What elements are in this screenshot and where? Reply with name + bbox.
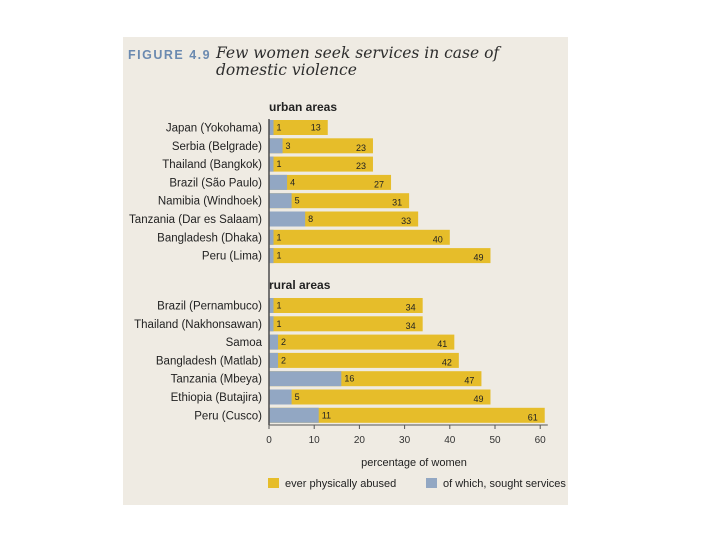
- x-tick-label: 10: [309, 435, 321, 446]
- bar-abused: [269, 334, 455, 350]
- bar-abused: [269, 229, 450, 245]
- value-label-abused: 49: [473, 253, 483, 263]
- x-axis-title: percentage of women: [361, 457, 467, 469]
- bar-abused: [269, 407, 545, 423]
- bar-abused: [269, 174, 392, 190]
- bar-abused: [269, 138, 373, 154]
- value-label-sought: 3: [286, 141, 291, 151]
- bar-abused: [269, 156, 373, 172]
- value-label-abused: 31: [392, 198, 402, 208]
- legend-swatch-sought: [426, 478, 437, 488]
- category-label: Ethiopia (Butajira): [171, 392, 263, 404]
- category-label: Peru (Lima): [202, 251, 262, 263]
- value-label-abused: 34: [406, 321, 416, 331]
- value-label-sought: 2: [281, 355, 286, 365]
- value-label-abused: 34: [406, 303, 416, 313]
- value-label-abused: 33: [401, 216, 411, 226]
- value-label-sought: 8: [308, 214, 313, 224]
- value-label-sought: 16: [344, 374, 354, 384]
- bar-sought: [269, 193, 292, 209]
- value-label-sought: 5: [295, 196, 300, 206]
- value-label-abused: 23: [356, 143, 366, 153]
- value-label-abused: 47: [464, 376, 474, 386]
- value-label-sought: 2: [281, 337, 286, 347]
- group-title: urban areas: [269, 100, 337, 114]
- figure-title: Few women seek services in case of domes…: [216, 44, 500, 79]
- group-title: rural areas: [269, 278, 331, 292]
- legend-label-abused: ever physically abused: [285, 478, 396, 490]
- bar-abused: [269, 352, 459, 368]
- bar-sought: [269, 334, 279, 350]
- bar-abused: [269, 248, 491, 264]
- bar-sought: [269, 138, 283, 154]
- bar-sought: [269, 174, 288, 190]
- value-label-sought: 1: [277, 123, 282, 133]
- bar-sought: [269, 389, 292, 405]
- value-label-sought: 11: [322, 410, 331, 420]
- figure-label: FIGURE 4.9: [128, 48, 212, 62]
- bar-abused: [269, 120, 328, 135]
- category-label: Namibia (Windhoek): [158, 196, 262, 208]
- bar-sought: [269, 316, 274, 332]
- value-label-abused: 41: [437, 339, 447, 349]
- legend-swatch-abused: [268, 478, 279, 488]
- category-label: Serbia (Belgrade): [172, 141, 262, 153]
- value-label-abused: 23: [356, 161, 366, 171]
- x-tick-label: 60: [535, 435, 547, 446]
- category-label: Thailand (Nakhonsawan): [134, 319, 262, 331]
- bar-abused: [269, 316, 423, 332]
- category-label: Brazil (São Paulo): [169, 177, 262, 189]
- value-label-abused: 27: [374, 179, 384, 189]
- category-label: Tanzania (Dar es Salaam): [129, 214, 262, 226]
- value-label-abused: 40: [433, 234, 443, 244]
- value-label-abused: 13: [311, 123, 321, 133]
- bar-sought: [269, 407, 319, 423]
- bar-abused: [269, 193, 410, 209]
- bar-sought: [269, 352, 279, 368]
- category-label: Tanzania (Mbeya): [171, 374, 263, 386]
- value-label-sought: 1: [277, 301, 282, 311]
- value-label-sought: 1: [277, 319, 282, 329]
- category-label: Brazil (Pernambuco): [157, 301, 262, 313]
- x-tick-label: 50: [489, 435, 501, 446]
- value-label-sought: 4: [290, 177, 295, 187]
- value-label-sought: 1: [277, 232, 282, 242]
- value-label-sought: 5: [295, 392, 300, 402]
- legend-label-sought: of which, sought services: [443, 478, 566, 490]
- value-label-abused: 49: [473, 394, 483, 404]
- category-label: Peru (Cusco): [194, 410, 262, 422]
- x-tick-label: 20: [354, 435, 366, 446]
- x-tick-label: 0: [266, 435, 272, 446]
- bar-sought: [269, 371, 342, 387]
- bar-sought: [269, 298, 274, 313]
- x-tick-label: 30: [399, 435, 411, 446]
- bar-abused: [269, 298, 423, 313]
- value-label-abused: 61: [528, 412, 538, 422]
- category-label: Japan (Yokohama): [166, 123, 262, 135]
- x-tick-label: 40: [444, 435, 456, 446]
- category-label: Bangladesh (Dhaka): [157, 232, 262, 244]
- category-label: Samoa: [226, 337, 263, 349]
- figure-panel: [123, 37, 568, 505]
- bar-sought: [269, 156, 274, 172]
- value-label-sought: 1: [277, 159, 282, 169]
- value-label-sought: 1: [277, 251, 282, 261]
- bar-abused: [269, 211, 419, 227]
- bar-sought: [269, 229, 274, 245]
- category-label: Bangladesh (Matlab): [156, 355, 262, 367]
- bar-abused: [269, 389, 491, 405]
- category-label: Thailand (Bangkok): [162, 159, 262, 171]
- bar-sought: [269, 248, 274, 264]
- bar-sought: [269, 211, 306, 227]
- bar-sought: [269, 120, 274, 135]
- value-label-abused: 42: [442, 357, 452, 367]
